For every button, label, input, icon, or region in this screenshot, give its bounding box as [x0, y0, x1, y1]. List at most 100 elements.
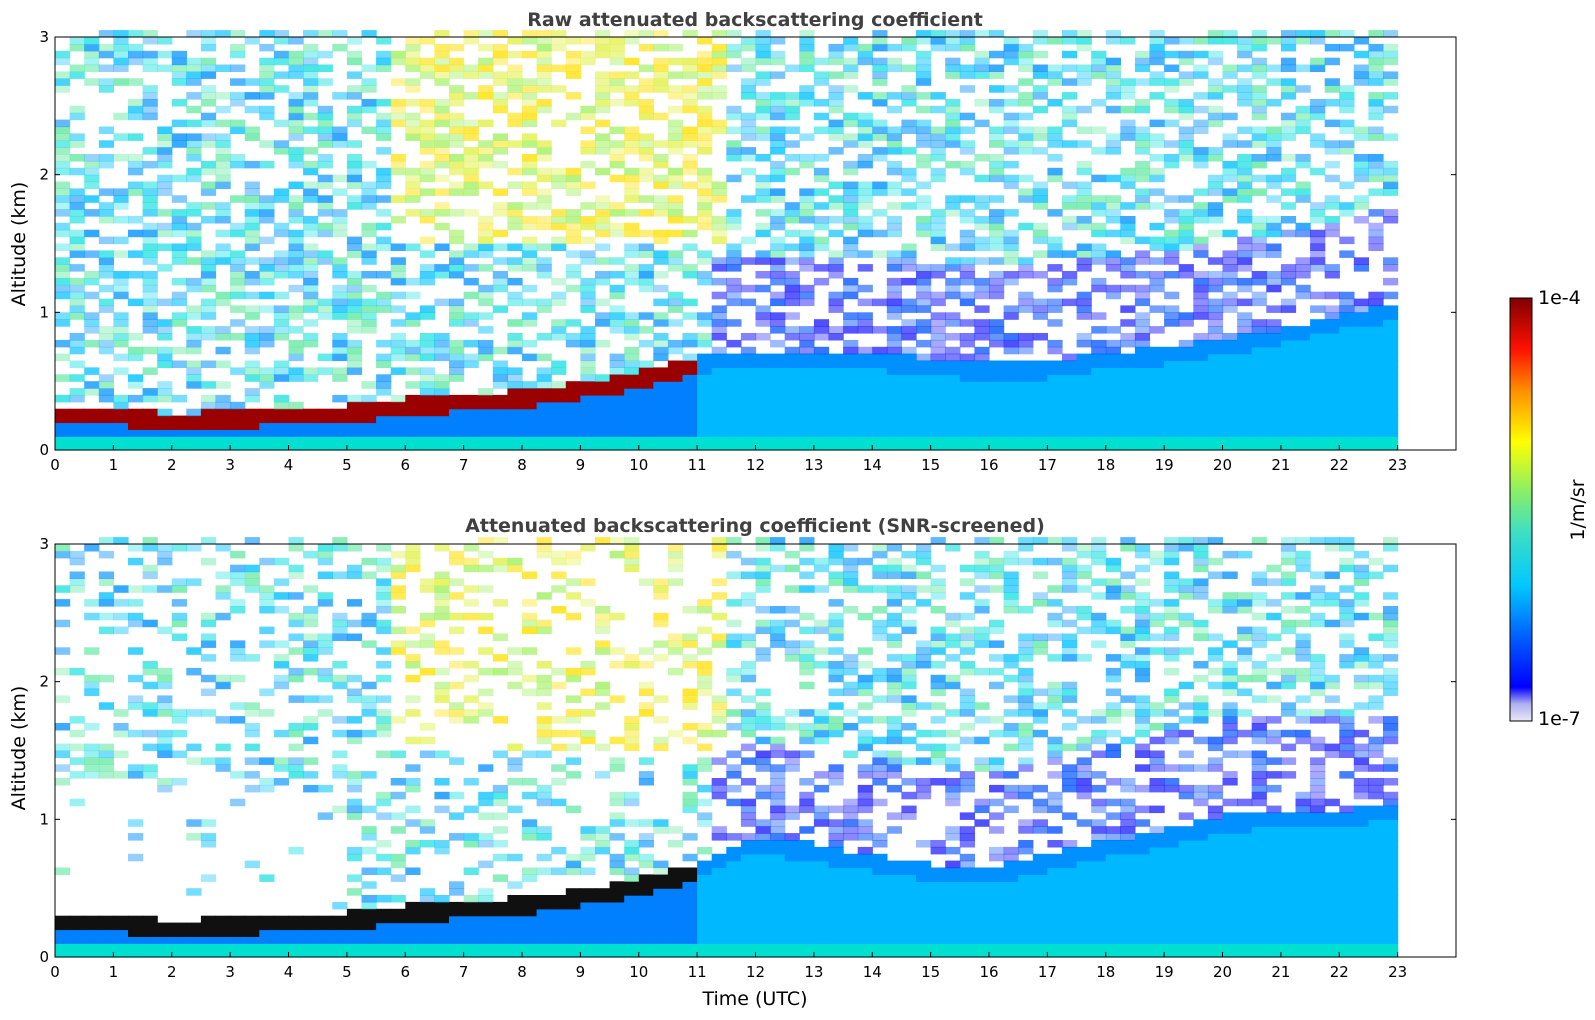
heatmap-cell: [113, 585, 129, 593]
heatmap-cell: [1076, 188, 1092, 196]
heatmap-cell: [200, 250, 217, 258]
heatmap-cell: [1251, 37, 1267, 45]
heatmap-cell: [580, 333, 596, 341]
heatmap-cell: [595, 319, 611, 327]
heatmap-cell: [1237, 312, 1253, 320]
heatmap-cell: [565, 667, 581, 676]
heatmap-cell: [434, 571, 450, 579]
heatmap-cell: [1149, 326, 1165, 334]
heatmap-cell: [974, 257, 990, 265]
heatmap-cell: [799, 798, 815, 807]
heatmap-cell: [959, 229, 975, 238]
heatmap-cell: [1149, 57, 1165, 66]
heatmap-cell: [113, 929, 129, 937]
heatmap-cell: [1222, 277, 1238, 286]
heatmap-cell: [945, 401, 961, 410]
heatmap-cell: [916, 443, 932, 451]
heatmap-cell: [55, 585, 71, 593]
heatmap-cell: [317, 222, 333, 231]
heatmap-cell: [522, 436, 538, 444]
heatmap-cell: [653, 895, 669, 903]
heatmap-cell: [332, 257, 348, 265]
heatmap-cell: [405, 544, 421, 552]
heatmap-cell: [653, 592, 669, 600]
heatmap-cell: [828, 422, 844, 430]
heatmap-cell: [522, 833, 538, 841]
heatmap-cell: [755, 619, 771, 628]
heatmap-cell: [405, 654, 421, 662]
heatmap-cell: [419, 908, 435, 917]
heatmap-cell: [463, 415, 479, 424]
heatmap-cell: [813, 222, 830, 231]
heatmap-cell: [1266, 367, 1282, 375]
heatmap-cell: [653, 353, 669, 362]
heatmap-cell: [1164, 64, 1180, 72]
heatmap-cell: [200, 922, 217, 931]
heatmap-cell: [595, 612, 611, 621]
heatmap-cell: [1339, 339, 1355, 348]
heatmap-cell: [565, 929, 581, 937]
heatmap-cell: [1105, 37, 1121, 45]
heatmap-cell: [273, 415, 290, 424]
heatmap-cell: [200, 640, 217, 648]
heatmap-cell: [930, 408, 946, 417]
heatmap-cell: [1207, 298, 1224, 307]
heatmap-cell: [595, 943, 611, 951]
heatmap-cell: [376, 599, 392, 607]
heatmap-cell: [638, 778, 654, 786]
heatmap-cell: [1178, 71, 1194, 79]
heatmap-cell: [449, 950, 465, 958]
heatmap-cell: [653, 381, 669, 389]
heatmap-cell: [332, 915, 348, 924]
heatmap-cell: [580, 888, 596, 896]
heatmap-cell: [157, 943, 173, 951]
heatmap-cell: [1324, 388, 1340, 396]
heatmap-cell: [711, 277, 727, 286]
heatmap-cell: [215, 429, 231, 437]
heatmap-cell: [1003, 43, 1019, 52]
heatmap-cell: [142, 936, 158, 944]
heatmap-cell: [1295, 443, 1311, 451]
heatmap-cell: [390, 606, 406, 614]
heatmap-cell: [945, 394, 961, 403]
heatmap-cell: [1207, 112, 1224, 121]
heatmap-cell: [653, 716, 669, 724]
heatmap-cell: [740, 353, 757, 362]
heatmap-cell: [288, 105, 304, 114]
heatmap-cell: [376, 408, 392, 417]
heatmap-cell: [128, 229, 144, 238]
heatmap-cell: [624, 401, 640, 410]
heatmap-cell: [303, 181, 319, 189]
heatmap-cell: [755, 99, 771, 107]
heatmap-cell: [1120, 374, 1136, 382]
heatmap-cell: [157, 585, 173, 593]
heatmap-cell: [98, 257, 114, 265]
heatmap-cell: [711, 188, 727, 196]
heatmap-cell: [128, 833, 144, 841]
heatmap-cell: [784, 606, 800, 614]
heatmap-cell: [230, 222, 246, 231]
heatmap-cell: [653, 257, 669, 265]
heatmap-cell: [171, 222, 187, 231]
heatmap-cell: [1193, 353, 1209, 362]
heatmap-cell: [1324, 381, 1340, 389]
heatmap-cell: [770, 339, 786, 348]
heatmap-cell: [536, 429, 552, 437]
heatmap-cell: [215, 160, 231, 169]
heatmap-cell: [974, 243, 990, 251]
heatmap-cell: [959, 264, 975, 272]
heatmap-cell: [303, 429, 319, 437]
heatmap-cell: [288, 133, 304, 141]
heatmap-cell: [974, 202, 990, 210]
heatmap-cell: [522, 298, 538, 307]
heatmap-cell: [726, 243, 742, 251]
heatmap-cell: [1178, 374, 1194, 382]
heatmap-cell: [595, 105, 611, 114]
heatmap-cell: [55, 50, 71, 59]
heatmap-cell: [288, 571, 304, 579]
heatmap-cell: [916, 291, 932, 300]
heatmap-cell: [886, 291, 902, 300]
heatmap-cell: [361, 702, 377, 710]
heatmap-cell: [1295, 291, 1311, 300]
